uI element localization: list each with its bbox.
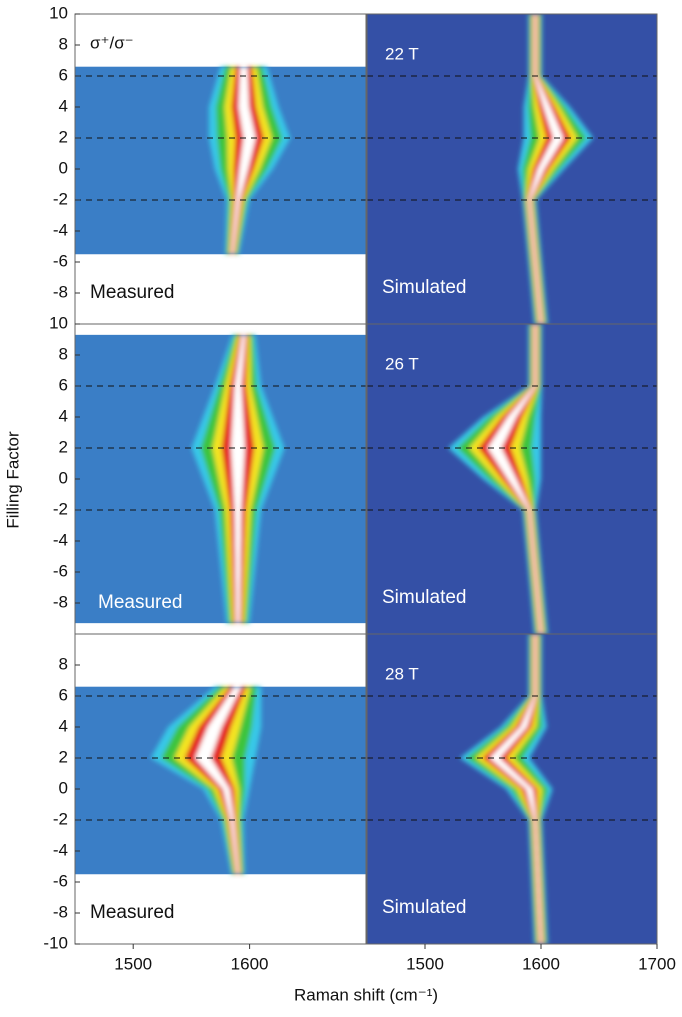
- y-tick-label: -10: [43, 933, 68, 952]
- y-tick-label: -8: [53, 902, 68, 921]
- peak-layer: [231, 66, 256, 255]
- panel: [75, 634, 366, 944]
- y-tick-label: 10: [49, 313, 68, 332]
- y-tick-label: -2: [53, 809, 68, 828]
- peak-band: [459, 634, 553, 944]
- y-tick-label: -2: [53, 189, 68, 208]
- panel: [367, 324, 657, 634]
- panel-title: 26 T: [385, 354, 419, 373]
- panel-title: 28 T: [385, 664, 419, 683]
- peak-layer: [489, 634, 543, 944]
- y-tick-label: 4: [59, 96, 68, 115]
- panel-label: Simulated: [382, 897, 467, 918]
- y-axis-label: Filling Factor: [3, 431, 22, 529]
- y-tick-label: -6: [53, 561, 68, 580]
- panel-title: σ⁺/σ⁻: [90, 33, 134, 52]
- x-tick-label: 1600: [231, 954, 269, 973]
- peak-band: [191, 334, 285, 624]
- y-tick-label: -4: [53, 840, 68, 859]
- y-tick-label: 10: [49, 3, 68, 22]
- x-tick-label: 1700: [638, 954, 676, 973]
- x-axis-label: Raman shift (cm⁻¹): [294, 985, 438, 1004]
- y-tick-label: 0: [59, 778, 68, 797]
- x-tick-label: 1600: [522, 954, 560, 973]
- y-tick-label: -8: [53, 592, 68, 611]
- panel: [367, 14, 657, 324]
- panel-frame: [366, 633, 658, 945]
- y-tick-label: 6: [59, 375, 68, 394]
- y-tick-label: 2: [59, 437, 68, 456]
- y-tick-label: 6: [59, 685, 68, 704]
- peak-layer: [195, 686, 242, 875]
- y-tick-label: 2: [59, 127, 68, 146]
- peak-band: [517, 14, 594, 324]
- panel-label: Simulated: [382, 277, 467, 298]
- peak-layer: [526, 14, 571, 324]
- panel: [75, 14, 366, 324]
- data-area: [367, 14, 657, 324]
- y-tick-label: 8: [59, 344, 68, 363]
- y-tick-label: 8: [59, 654, 68, 673]
- peak-band: [150, 686, 262, 875]
- y-tick-label: -6: [53, 871, 68, 890]
- y-tick-label: 6: [59, 65, 68, 84]
- panel-label: Simulated: [382, 587, 467, 608]
- y-tick-label: 8: [59, 34, 68, 53]
- y-tick-label: -6: [53, 251, 68, 270]
- y-tick-label: -4: [53, 220, 68, 239]
- panel: [75, 324, 366, 634]
- y-tick-label: -2: [53, 499, 68, 518]
- y-tick-label: 0: [59, 468, 68, 487]
- panel-label: Measured: [98, 592, 183, 613]
- y-tick-label: 4: [59, 406, 68, 425]
- peak-band: [448, 324, 548, 634]
- x-tick-label: 1500: [406, 954, 444, 973]
- y-tick-label: 4: [59, 716, 68, 735]
- y-tick-label: 0: [59, 158, 68, 177]
- peak-band: [208, 66, 291, 255]
- panel-label: Measured: [90, 282, 175, 303]
- peak-layer: [487, 324, 543, 634]
- peak-layer: [230, 334, 246, 624]
- panel: [367, 634, 657, 944]
- panel-label: Measured: [90, 902, 175, 923]
- panel-title: 22 T: [385, 44, 419, 63]
- y-tick-label: 2: [59, 747, 68, 766]
- y-tick-label: -4: [53, 530, 68, 549]
- x-tick-label: 1500: [114, 954, 152, 973]
- y-tick-label: -8: [53, 282, 68, 301]
